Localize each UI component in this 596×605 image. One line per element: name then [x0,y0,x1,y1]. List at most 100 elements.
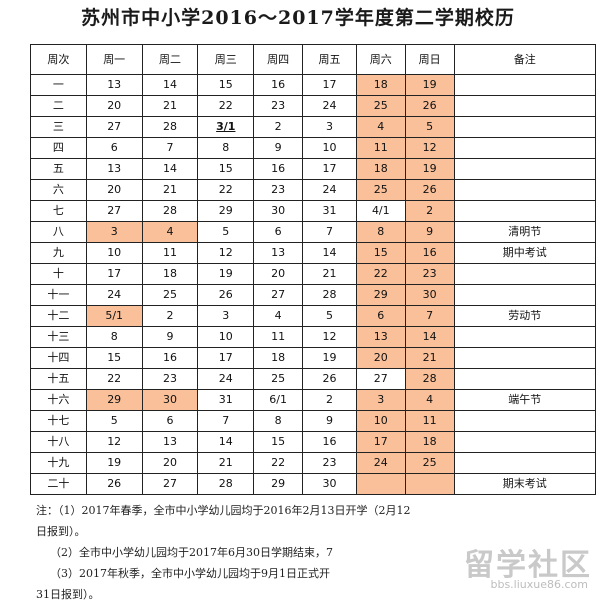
day-cell: 28 [141,200,199,222]
day-cell: 14 [141,74,199,96]
note-cell [453,263,596,285]
day-cell: 7 [197,410,255,432]
day-cell: 9 [404,221,455,243]
note-cell [453,347,596,369]
day-cell: 2 [404,200,455,222]
day-cell: 20 [253,263,304,285]
table-row: 十九 19 20 21 22 23 24 25 [30,452,596,474]
day-cell: 9 [141,326,199,348]
day-cell: 21 [404,347,455,369]
day-cell: 13 [253,242,304,264]
day-cell: 24 [197,368,255,390]
day-cell: 30 [404,284,455,306]
week-cell: 六 [30,179,87,201]
day-cell: 14 [404,326,455,348]
day-cell: 17 [302,158,357,180]
table-row: 一 13 14 15 16 17 18 19 [30,74,596,96]
day-cell: 5 [404,116,455,138]
day-cell: 22 [197,179,255,201]
day-cell: 18 [253,347,304,369]
note-line-4: （3）2017年秋季，全市中小学幼儿园均于9月1日正式开 [50,567,330,580]
day-cell: 15 [197,74,255,96]
day-cell: 14 [141,158,199,180]
note-cell [453,410,596,432]
table-row: 九 10 11 12 13 14 15 16 期中考试 [30,242,596,264]
note-cell [453,431,596,453]
day-cell: 22 [197,95,255,117]
calendar-table: 周次 周一 周二 周三 周四 周五 周六 周日 备注 一 13 14 15 16 17 18 19 二 20 21 2… [30,44,596,495]
day-cell: 15 [85,347,143,369]
day-cell: 16 [404,242,455,264]
day-cell: 13 [141,431,199,453]
note-cell [453,95,596,117]
table-row: 二十 26 27 28 29 30 期末考试 [30,473,596,495]
day-cell: 3 [302,116,357,138]
note-cell: 清明节 [453,221,596,243]
column-header: 周日 [404,44,455,75]
table-row: 十八 12 13 14 15 16 17 18 [30,431,596,453]
day-cell: 18 [355,74,406,96]
week-cell: 十九 [30,452,87,474]
day-cell: 17 [302,74,357,96]
week-cell: 七 [30,200,87,222]
day-cell: 25 [355,95,406,117]
day-cell: 11 [141,242,199,264]
day-cell: 2 [302,389,357,411]
day-cell: 22 [85,368,143,390]
day-cell: 10 [302,137,357,159]
day-cell: 8 [85,326,143,348]
note-cell: 端午节 [453,389,596,411]
note-cell [453,116,596,138]
note-cell: 劳动节 [453,305,596,327]
table-row: 十六 29 30 31 6/1 2 3 4 端午节 [30,389,596,411]
day-cell: 8 [197,137,255,159]
note-cell [453,158,596,180]
week-cell: 十七 [30,410,87,432]
day-cell: 22 [355,263,406,285]
note-cell [453,326,596,348]
day-cell: 12 [85,431,143,453]
day-cell: 22 [253,452,304,474]
calendar-body: 一 13 14 15 16 17 18 19 二 20 21 22 23 24 25 26 三 27 28 3/1 2 3… [30,74,596,495]
table-row: 十七 5 6 7 8 9 10 11 [30,410,596,432]
day-cell: 10 [85,242,143,264]
header-row: 周次 周一 周二 周三 周四 周五 周六 周日 备注 [30,44,596,75]
day-cell: 7 [302,221,357,243]
day-cell: 23 [253,179,304,201]
note-line-3: （2）全市中小学幼儿园均于2017年6月30日学期结束，7 [50,546,333,559]
column-header: 周一 [85,44,143,75]
column-header: 周二 [141,44,199,75]
day-cell: 6 [85,137,143,159]
day-cell: 13 [355,326,406,348]
week-cell: 十五 [30,368,87,390]
day-cell: 23 [253,95,304,117]
day-cell: 11 [355,137,406,159]
day-cell: 17 [197,347,255,369]
day-cell: 3 [85,221,143,243]
day-cell: 13 [85,74,143,96]
day-cell: 28 [404,368,455,390]
day-cell: 5 [85,410,143,432]
note-cell [453,284,596,306]
column-header: 周次 [30,44,87,75]
table-row: 四 6 7 8 9 10 11 12 [30,137,596,159]
note-cell: 期末考试 [453,473,596,495]
day-cell: 29 [355,284,406,306]
day-cell: 29 [197,200,255,222]
note-cell [453,137,596,159]
day-cell: 20 [85,179,143,201]
day-cell: 19 [197,263,255,285]
day-cell: 24 [85,284,143,306]
day-cell: 25 [355,179,406,201]
table-row: 六 20 21 22 23 24 25 26 [30,179,596,201]
notes-section: 注：（1）2017年春季，全市中小学幼儿园均于2016年2月13日开学（2月12… [36,500,586,605]
page-title: 苏州市中小学2016～2017学年度第二学期校历 [81,7,515,29]
day-cell: 31 [302,200,357,222]
day-cell: 5 [197,221,255,243]
week-cell: 五 [30,158,87,180]
day-cell: 17 [355,431,406,453]
column-header: 周四 [253,44,304,75]
note-cell: 期中考试 [453,242,596,264]
column-header: 备注 [453,44,596,75]
day-cell: 7 [404,305,455,327]
